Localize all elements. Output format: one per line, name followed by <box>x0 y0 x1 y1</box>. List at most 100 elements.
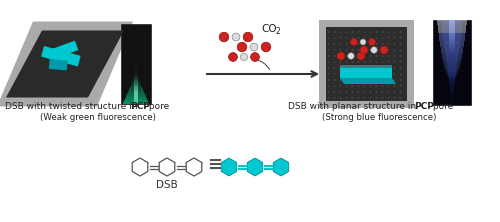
Ellipse shape <box>370 37 371 39</box>
Bar <box>442 25 462 26</box>
Bar <box>438 29 466 30</box>
Bar <box>442 30 462 32</box>
Bar <box>134 86 138 87</box>
Bar <box>451 96 453 97</box>
Bar <box>445 50 459 52</box>
Bar <box>124 99 148 100</box>
Bar <box>446 61 458 63</box>
Bar <box>134 46 138 47</box>
Bar <box>446 72 458 73</box>
Ellipse shape <box>400 67 401 69</box>
Bar <box>446 59 458 61</box>
Ellipse shape <box>370 61 371 63</box>
Bar <box>451 97 453 99</box>
Ellipse shape <box>328 97 329 99</box>
Bar <box>446 73 458 75</box>
Bar <box>450 86 454 87</box>
Ellipse shape <box>370 67 371 69</box>
Ellipse shape <box>394 67 395 69</box>
Bar <box>448 75 456 77</box>
Bar <box>133 80 139 81</box>
Bar <box>440 45 464 46</box>
Bar <box>449 33 455 34</box>
Bar <box>123 103 149 104</box>
Bar <box>446 71 458 73</box>
Bar <box>437 20 467 22</box>
Ellipse shape <box>388 49 389 51</box>
Bar <box>134 97 138 98</box>
Bar <box>444 38 460 40</box>
Bar <box>441 51 463 52</box>
Bar <box>451 99 453 101</box>
Bar <box>444 46 460 48</box>
Ellipse shape <box>340 97 341 99</box>
Bar <box>440 41 464 42</box>
Ellipse shape <box>340 79 341 81</box>
Ellipse shape <box>400 79 401 81</box>
Ellipse shape <box>346 61 347 63</box>
Bar <box>447 64 457 65</box>
Bar <box>134 77 138 78</box>
Ellipse shape <box>237 42 247 52</box>
Bar <box>449 21 455 22</box>
Bar <box>134 67 138 68</box>
Bar <box>134 52 138 53</box>
Bar <box>125 98 147 99</box>
Ellipse shape <box>400 31 401 33</box>
Bar <box>134 69 138 70</box>
Bar <box>134 91 138 92</box>
Bar <box>441 20 463 22</box>
Ellipse shape <box>328 91 329 93</box>
Bar <box>442 27 462 28</box>
Text: DSB with planar structure in: DSB with planar structure in <box>288 102 419 111</box>
Ellipse shape <box>364 91 365 93</box>
Bar <box>448 76 456 77</box>
Bar <box>441 50 463 52</box>
Ellipse shape <box>334 91 335 93</box>
Bar <box>450 85 454 87</box>
Ellipse shape <box>382 61 384 63</box>
Ellipse shape <box>370 49 371 51</box>
Bar <box>134 93 138 94</box>
FancyArrowPatch shape <box>254 59 270 69</box>
Ellipse shape <box>364 49 365 51</box>
Ellipse shape <box>346 49 347 51</box>
Ellipse shape <box>340 91 341 93</box>
Ellipse shape <box>394 61 395 63</box>
Bar <box>134 61 138 62</box>
Ellipse shape <box>328 49 329 51</box>
Ellipse shape <box>358 67 359 69</box>
Ellipse shape <box>364 55 365 57</box>
Ellipse shape <box>376 43 378 45</box>
Bar <box>444 66 460 67</box>
Bar <box>445 68 459 69</box>
Bar <box>440 44 464 46</box>
Bar <box>450 87 454 89</box>
Bar <box>442 23 462 24</box>
Bar <box>448 71 456 73</box>
Ellipse shape <box>376 31 378 33</box>
Bar <box>449 30 455 32</box>
Bar <box>439 35 465 36</box>
Ellipse shape <box>388 79 389 81</box>
Bar <box>450 89 454 91</box>
Ellipse shape <box>358 73 359 75</box>
Bar <box>130 88 142 89</box>
Ellipse shape <box>334 79 335 81</box>
Bar <box>449 38 455 40</box>
Bar <box>449 81 455 83</box>
Ellipse shape <box>370 85 371 87</box>
Bar <box>437 21 467 22</box>
Bar <box>134 47 138 48</box>
Bar <box>449 44 455 46</box>
Bar <box>134 66 138 67</box>
Ellipse shape <box>346 43 347 45</box>
Bar <box>446 54 458 56</box>
Bar <box>449 40 455 42</box>
Bar <box>442 58 462 59</box>
Bar <box>449 82 455 83</box>
Bar <box>134 95 138 96</box>
Bar <box>134 77 138 78</box>
Bar <box>447 67 457 69</box>
Bar <box>134 51 138 52</box>
